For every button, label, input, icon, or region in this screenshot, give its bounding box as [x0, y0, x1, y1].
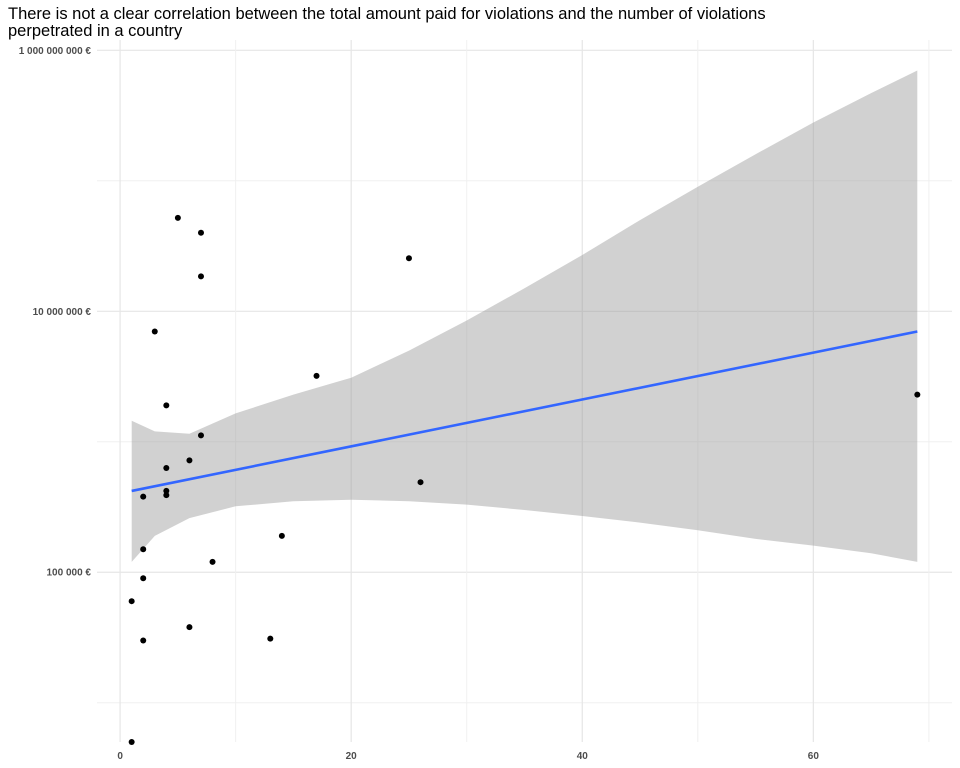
trend-line-group — [131, 330, 918, 493]
data-point-10 — [163, 492, 170, 499]
x-tick-label-3: 60 — [808, 751, 820, 762]
data-point-19 — [278, 532, 285, 539]
data-point-16 — [197, 432, 204, 439]
data-point-1 — [128, 598, 135, 605]
chart-title-line-1: There is not a clear correlation between… — [8, 5, 766, 23]
data-points — [128, 214, 921, 745]
data-point-6 — [151, 328, 158, 335]
data-point-2 — [140, 637, 147, 644]
x-tick-label-0: 0 — [117, 751, 123, 762]
data-point-7 — [163, 402, 170, 409]
y-tick-label-1: 10 000 000 € — [33, 307, 92, 318]
data-point-23 — [914, 391, 921, 398]
x-tick-label-1: 20 — [346, 751, 358, 762]
data-point-22 — [417, 479, 424, 486]
data-point-3 — [140, 575, 147, 582]
grid-lines — [97, 40, 952, 742]
data-point-11 — [174, 214, 181, 221]
y-axis-ticks: 100 000 € 10 000 000 € 1 000 000 000 € — [19, 46, 92, 579]
data-point-18 — [267, 635, 274, 642]
data-point-8 — [163, 464, 170, 471]
y-tick-label-2: 1 000 000 000 € — [19, 46, 92, 57]
trend-line — [131, 330, 918, 493]
confidence-band-area — [131, 70, 918, 562]
data-point-17 — [209, 558, 216, 565]
y-tick-label-0: 100 000 € — [47, 568, 92, 579]
data-point-15 — [197, 273, 204, 280]
data-point-0 — [128, 739, 135, 745]
x-tick-label-2: 40 — [577, 751, 589, 762]
data-point-9 — [163, 487, 170, 494]
data-point-5 — [140, 493, 147, 500]
chart-title-line-2: perpetrated in a country — [8, 22, 183, 40]
data-point-12 — [186, 457, 193, 464]
data-point-13 — [186, 624, 193, 631]
x-axis-ticks: 0 20 40 60 — [117, 751, 819, 762]
data-point-4 — [140, 546, 147, 553]
data-point-20 — [313, 372, 320, 379]
data-point-14 — [197, 229, 204, 236]
chart-title: There is not a clear correlation between… — [8, 6, 948, 40]
confidence-band — [131, 70, 918, 562]
data-point-21 — [405, 255, 412, 262]
